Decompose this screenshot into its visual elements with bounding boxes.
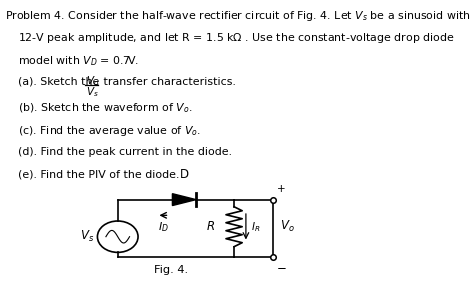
Text: (b). Sketch the waveform of $V_o$.: (b). Sketch the waveform of $V_o$. (18, 101, 192, 115)
Text: $V_s$: $V_s$ (86, 86, 99, 99)
Text: $V_o$: $V_o$ (280, 219, 295, 234)
Text: $V_s$: $V_s$ (80, 229, 94, 244)
Text: transfer characteristics.: transfer characteristics. (100, 77, 236, 87)
Text: Fig. 4.: Fig. 4. (154, 265, 188, 275)
Text: (d). Find the peak current in the diode.: (d). Find the peak current in the diode. (18, 147, 232, 157)
Text: Problem 4. Consider the half-wave rectifier circuit of Fig. 4. Let $V_s$ be a si: Problem 4. Consider the half-wave rectif… (5, 9, 471, 22)
Text: D: D (180, 168, 189, 181)
Text: −: − (276, 262, 286, 275)
Polygon shape (173, 194, 196, 206)
Text: $I_D$: $I_D$ (158, 220, 169, 234)
Text: 12-V peak amplitude, and let R = 1.5 k$\Omega$ . Use the constant-voltage drop d: 12-V peak amplitude, and let R = 1.5 k$\… (18, 31, 455, 45)
Text: (e). Find the PIV of the diode.: (e). Find the PIV of the diode. (18, 170, 179, 180)
Text: (a). Sketch the: (a). Sketch the (18, 77, 103, 87)
Text: +: + (276, 184, 285, 194)
Text: model with $V_D$ = 0.7V.: model with $V_D$ = 0.7V. (18, 54, 139, 68)
Text: $V_o$: $V_o$ (86, 75, 99, 88)
Text: (c). Find the average value of $V_o$.: (c). Find the average value of $V_o$. (18, 124, 201, 138)
Text: $I_R$: $I_R$ (251, 220, 261, 234)
Text: R: R (207, 220, 215, 233)
